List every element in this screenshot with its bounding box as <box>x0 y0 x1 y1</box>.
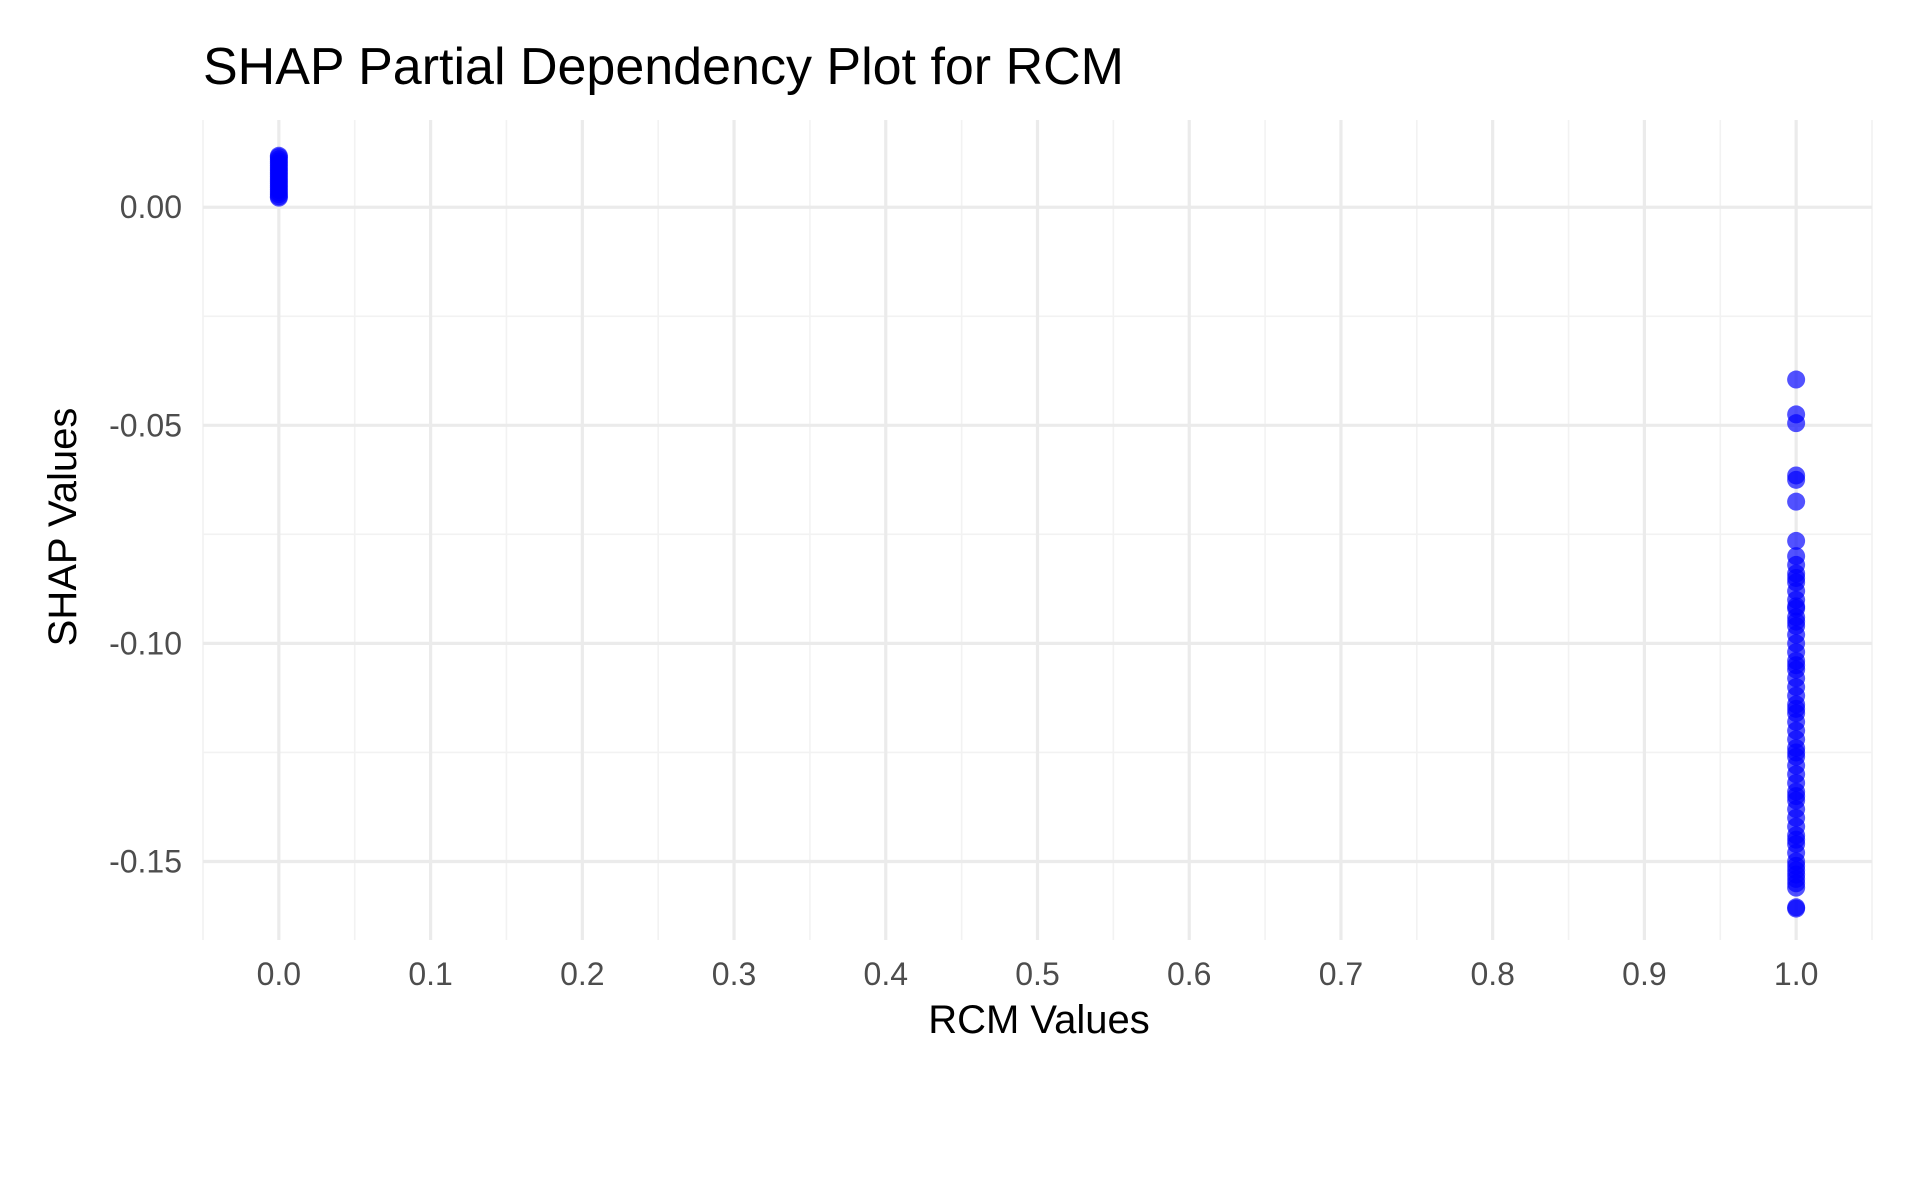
data-point <box>1787 899 1806 918</box>
y-axis-title: SHAP Values <box>41 408 85 647</box>
x-tick-label: 0.6 <box>1167 956 1211 992</box>
x-tick-label: 0.5 <box>1015 956 1059 992</box>
y-tick-label: -0.05 <box>109 407 182 443</box>
data-point <box>1787 830 1806 849</box>
x-tick-label: 0.8 <box>1470 956 1514 992</box>
data-point <box>1787 597 1806 616</box>
x-tick-label: 0.4 <box>864 956 908 992</box>
data-point <box>1787 370 1806 389</box>
data-point <box>1787 414 1806 433</box>
data-point <box>1787 492 1806 511</box>
data-point <box>269 146 288 165</box>
data-point <box>1787 612 1806 631</box>
x-tick-label: 0.2 <box>560 956 604 992</box>
chart-title: SHAP Partial Dependency Plot for RCM <box>203 38 1124 96</box>
x-tick-label: 0.0 <box>257 956 301 992</box>
x-tick-label: 0.7 <box>1319 956 1363 992</box>
x-tick-label: 1.0 <box>1774 956 1818 992</box>
data-points <box>269 146 1806 918</box>
grid <box>202 120 1873 940</box>
data-point <box>1787 531 1806 550</box>
data-point <box>269 188 288 207</box>
y-tick-label: -0.15 <box>109 843 182 879</box>
data-point <box>1787 656 1806 675</box>
y-tick-label: -0.10 <box>109 625 182 661</box>
data-point <box>1787 470 1806 489</box>
data-point <box>1787 743 1806 762</box>
data-point <box>1787 878 1806 897</box>
y-tick-label: 0.00 <box>120 189 182 225</box>
data-point <box>1787 568 1806 587</box>
data-point <box>1787 699 1806 718</box>
x-tick-label: 0.3 <box>712 956 756 992</box>
data-point <box>1787 787 1806 806</box>
x-axis-title: RCM Values <box>928 998 1150 1042</box>
tick-labels: 0.0 0.1 0.2 0.3 0.4 0.5 0.6 0.7 0.8 0.9 1.0 0.00 -0.… <box>109 189 1818 992</box>
x-tick-label: 0.9 <box>1622 956 1666 992</box>
x-tick-label: 0.1 <box>408 956 452 992</box>
